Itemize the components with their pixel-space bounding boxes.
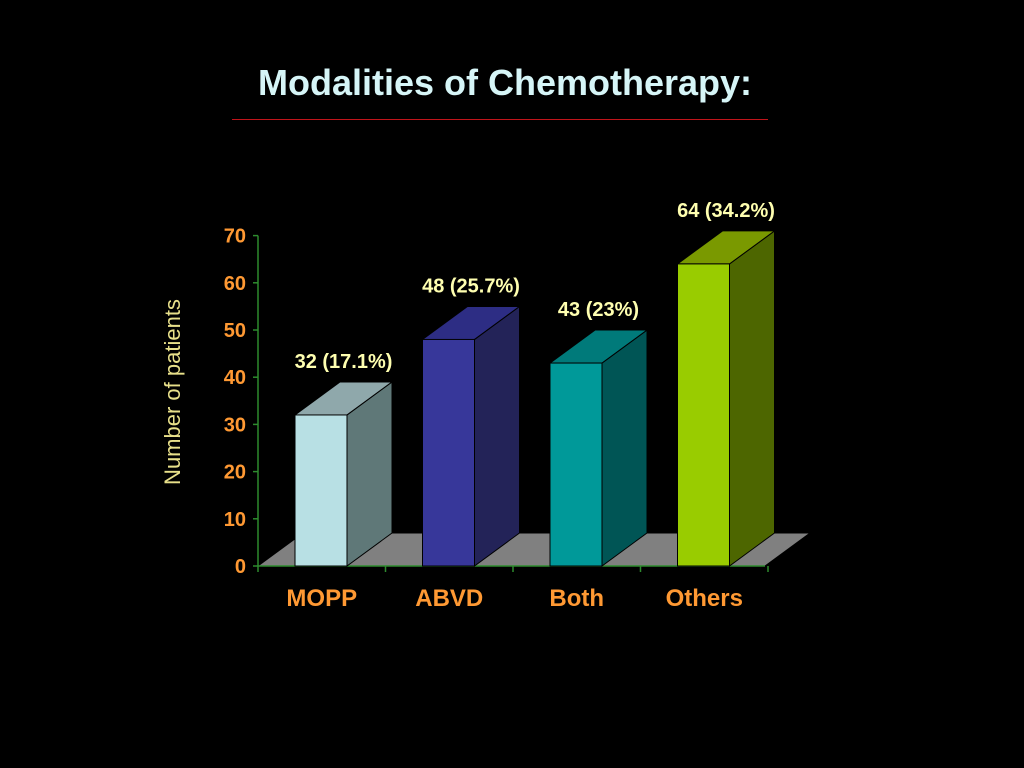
data-label: 48 (25.7%) xyxy=(422,275,520,297)
bar-side-face xyxy=(729,229,775,567)
bar-side-face xyxy=(601,329,648,567)
y-tick-label: 10 xyxy=(224,509,246,531)
bar-front-face xyxy=(294,414,348,567)
x-tick-label: Both xyxy=(549,585,604,612)
y-tick-label: 60 xyxy=(224,273,246,295)
y-tick-label: 0 xyxy=(235,556,246,578)
y-tick-label: 20 xyxy=(224,462,246,484)
data-label: 64 (34.2%) xyxy=(677,200,775,222)
y-tick-label: 70 xyxy=(224,226,246,248)
slide-title: Modalities of Chemotherapy: xyxy=(257,62,753,103)
data-label: 43 (23%) xyxy=(558,299,639,321)
y-tick-label: 50 xyxy=(224,320,246,342)
bar-front-face xyxy=(549,362,603,567)
bar-both xyxy=(548,329,649,567)
x-tick-label: MOPP xyxy=(286,585,357,612)
data-label: 32 (17.1%) xyxy=(295,351,393,373)
y-tick-label: 40 xyxy=(224,367,246,389)
y-tick-label: 30 xyxy=(224,414,246,436)
x-tick-label: ABVD xyxy=(415,585,483,612)
bar-side-face xyxy=(474,305,520,567)
title-underline xyxy=(232,119,768,120)
bar-mopp xyxy=(293,380,394,567)
x-tick-label: Others xyxy=(666,585,743,612)
bar-abvd xyxy=(420,305,522,567)
bar-front-face xyxy=(422,338,475,567)
bar-others xyxy=(675,229,777,567)
bar-front-face xyxy=(677,263,730,567)
